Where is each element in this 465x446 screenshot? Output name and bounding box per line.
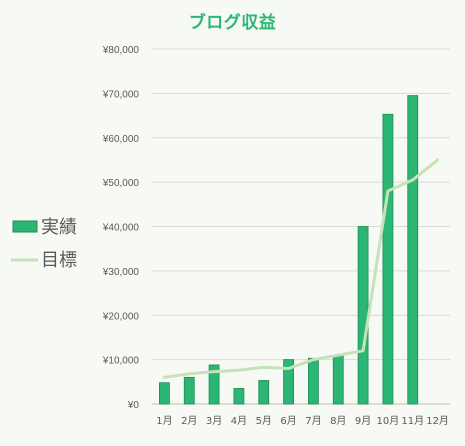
line-target-point — [386, 189, 390, 193]
x-tick-label: 6月 — [280, 415, 296, 427]
y-tick-label: ¥60,000 — [102, 134, 140, 145]
bar-actual — [382, 113, 394, 405]
grid-layer — [152, 48, 450, 405]
bar-actual — [357, 226, 369, 405]
y-tick-label: ¥70,000 — [102, 89, 140, 100]
x-tick-label: 10月 — [377, 415, 400, 427]
y-tick-label: ¥0 — [127, 400, 140, 411]
bar-actual — [233, 388, 245, 405]
x-tick-label: 9月 — [355, 415, 371, 427]
bar-actual — [208, 364, 220, 405]
x-tick-label: 1月 — [156, 415, 172, 427]
line-target-point — [262, 365, 265, 369]
axis-layer: ¥0 ¥10,000 ¥20,000 ¥30,000 ¥40,000 ¥50,000 ¥60… — [102, 45, 449, 427]
x-tick-label: 7月 — [305, 415, 321, 427]
y-tick-label: ¥20,000 — [102, 311, 140, 322]
x-tick-label: 2月 — [181, 415, 197, 427]
y-tick-label: ¥30,000 — [102, 267, 140, 278]
x-tick-label: 3月 — [206, 415, 222, 427]
line-target-point — [361, 349, 365, 352]
legend-label-bar: 実績 — [41, 217, 77, 238]
line-target-point — [212, 370, 216, 373]
y-tick-label: ¥40,000 — [102, 223, 140, 234]
y-tick-label: ¥10,000 — [102, 356, 140, 367]
bar-actual — [159, 382, 170, 405]
line-target-point — [436, 158, 439, 162]
legend-layer: 実績 目標 — [11, 217, 77, 271]
x-tick-label: 11月 — [401, 415, 424, 427]
line-target — [162, 158, 440, 379]
line-target-point — [237, 369, 241, 372]
bar-actual — [283, 359, 294, 405]
line-layer — [162, 158, 440, 379]
line-target-point — [337, 353, 340, 357]
bar-layer — [159, 95, 419, 405]
x-tick-label: 4月 — [231, 415, 247, 427]
bar-actual — [332, 354, 344, 405]
bar-actual — [308, 357, 319, 405]
line-target-point — [287, 367, 290, 370]
line-target-point — [163, 376, 166, 379]
bar-actual — [407, 95, 419, 405]
legend-swatch-bar — [12, 220, 38, 233]
legend-label-line: 目標 — [41, 250, 77, 271]
line-target-point — [411, 178, 414, 182]
line-target-point — [312, 358, 315, 361]
line-target-point — [188, 372, 191, 376]
bar-actual — [183, 376, 195, 405]
x-tick-label: 8月 — [330, 415, 346, 427]
x-tick-label: 12月 — [426, 415, 449, 427]
y-tick-label: ¥50,000 — [102, 178, 140, 189]
chart-title: ブログ収益 — [188, 13, 277, 33]
y-tick-label: ¥80,000 — [102, 45, 140, 56]
x-tick-label: 5月 — [256, 415, 272, 427]
bar-actual — [258, 380, 270, 405]
